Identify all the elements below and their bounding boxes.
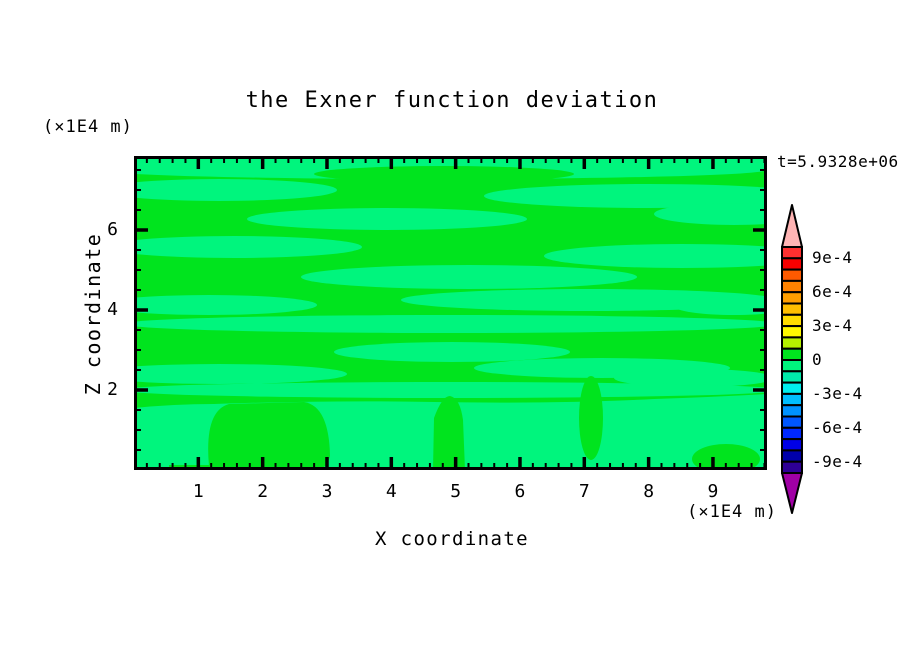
x-tick-label: 4 [385,481,397,502]
x-tick-label: 6 [514,481,526,502]
colorbar-tick-label: -3e-4 [812,383,863,403]
x-tick-label: 7 [578,481,590,502]
colorbar-tick-label: 6e-4 [812,282,853,302]
colorbar-tick-label: 0 [812,350,823,369]
x-tick-label: 5 [450,481,462,502]
colorbar-tick-label: -6e-4 [812,417,863,437]
colorbar-tick-label: 9e-4 [812,248,853,268]
x-axis-unit-label: (×1E4 m) [687,502,777,522]
x-tick-label: 3 [321,481,333,502]
time-label: t=5.9328e+06 [777,152,899,171]
colorbar-tick-label: 3e-4 [812,316,853,336]
x-axis-label: X coordinate [374,528,530,550]
contour-plot-area [134,156,767,470]
x-tick-label: 8 [643,481,655,502]
y-tick-label: 6 [107,219,118,240]
colorbar [781,204,803,514]
y-tick-label: 2 [107,379,118,400]
x-tick-label: 2 [257,481,269,502]
plot-title: the Exner function deviation [245,88,659,113]
x-tick-label: 9 [707,481,719,502]
y-tick-label: 4 [107,299,118,320]
colorbar-tick-label: -9e-4 [812,451,863,471]
y-axis-unit-label: (×1E4 m) [43,117,133,137]
x-tick-label: 1 [192,481,204,502]
